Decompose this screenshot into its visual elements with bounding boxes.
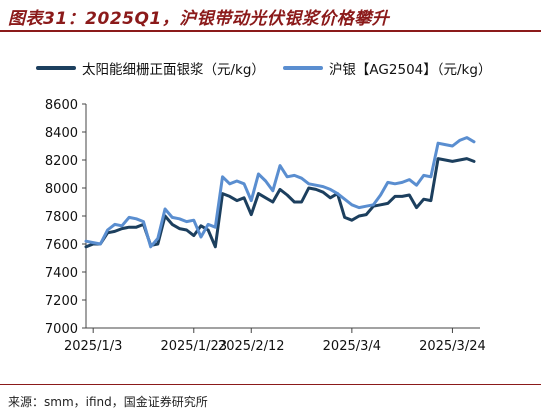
chart-title: 图表31：2025Q1，沪银带动光伏银浆价格攀升 <box>8 9 390 29</box>
y-tick-label: 8200 <box>45 154 78 169</box>
legend-label-series-1: 太阳能细栅正面银浆（元/kg） <box>82 62 265 78</box>
y-tick-label: 7400 <box>45 266 78 281</box>
x-tick-label: 2025/1/23 <box>160 339 227 354</box>
chart-legend: 太阳能细栅正面银浆（元/kg） 沪银【AG2504】（元/kg） <box>36 58 509 78</box>
y-tick-label: 8400 <box>45 126 78 141</box>
y-tick-label: 7800 <box>45 210 78 225</box>
series-line-1 <box>84 157 476 249</box>
x-tick-label: 2025/3/24 <box>419 339 486 354</box>
y-tick-label: 7600 <box>45 238 78 253</box>
y-tick-label: 7000 <box>45 322 78 337</box>
legend-swatch-series-2 <box>282 66 323 70</box>
y-tick-label: 8000 <box>45 182 78 197</box>
source-divider <box>0 384 541 385</box>
legend-label-series-2: 沪银【AG2504】（元/kg） <box>328 62 492 78</box>
x-tick-label: 2025/3/4 <box>323 339 381 354</box>
legend-swatch-series-1 <box>36 66 76 70</box>
series-line-2 <box>84 136 476 249</box>
y-tick-label: 7200 <box>45 294 78 309</box>
x-tick-label: 2025/2/12 <box>218 339 285 354</box>
x-tick-label: 2025/1/3 <box>64 339 122 354</box>
title-underline <box>0 30 541 32</box>
title-bar: 图表31：2025Q1，沪银带动光伏银浆价格攀升 <box>0 0 541 32</box>
legend-item-series-2: 沪银【AG2504】（元/kg） <box>282 58 492 78</box>
source-note: 来源：smm，ifind，国金证券研究所 <box>8 395 208 409</box>
y-tick-label: 8600 <box>45 98 78 113</box>
legend-item-series-1: 太阳能细栅正面银浆（元/kg） <box>36 58 265 78</box>
